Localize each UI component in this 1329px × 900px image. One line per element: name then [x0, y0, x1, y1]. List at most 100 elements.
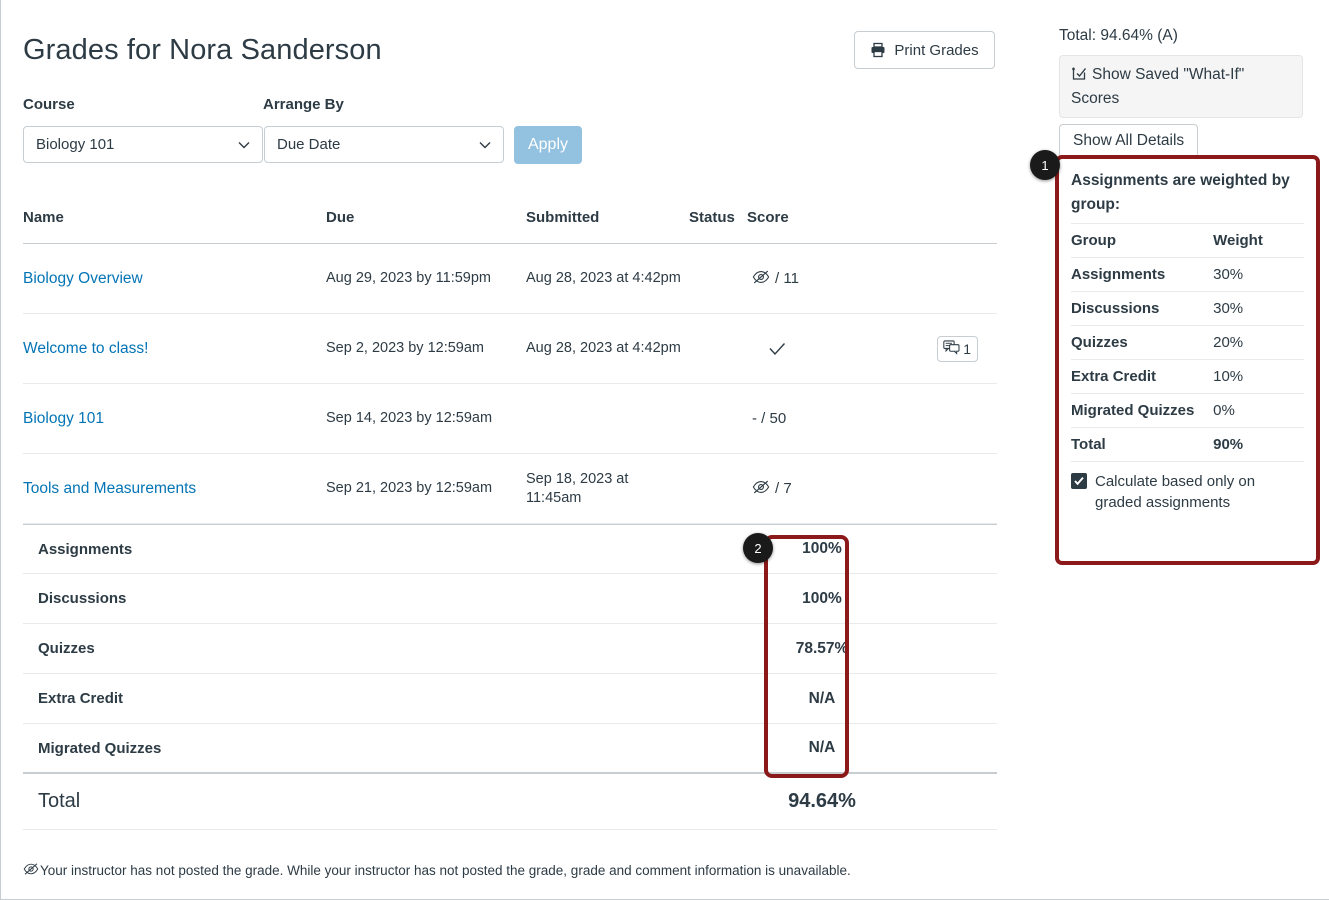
annotation-badge-1: 1	[1030, 150, 1060, 180]
group-name: Assignments	[38, 540, 133, 558]
graded-only-checkbox-row: Calculate based only on graded assignmen…	[1071, 461, 1304, 513]
chevron-down-icon	[236, 137, 252, 153]
show-what-if-scores-label: Show Saved "What-If" Scores	[1071, 66, 1245, 107]
arrange-by-select-value: Due Date	[277, 136, 341, 153]
assignment-due: Sep 2, 2023 by 12:59am	[326, 340, 485, 356]
group-score: 78.57%	[795, 639, 849, 657]
hidden-eye-icon	[23, 862, 39, 879]
column-header-score: Score	[747, 209, 789, 226]
footnote-text: Your instructor has not posted the grade…	[40, 863, 851, 878]
assignment-link[interactable]: Biology Overview	[23, 269, 143, 287]
hidden-eye-icon	[752, 479, 770, 499]
table-header-row: Name Due Submitted Status Score	[23, 206, 997, 244]
column-header-status: Status	[689, 209, 735, 226]
print-grades-label: Print Grades	[894, 41, 979, 59]
weights-row: Discussions 30%	[1071, 291, 1304, 326]
table-row: Tools and Measurements Sep 21, 2023 by 1…	[23, 454, 997, 524]
assignment-link[interactable]: Welcome to class!	[23, 339, 149, 357]
graded-only-checkbox-label: Calculate based only on graded assignmen…	[1095, 473, 1256, 511]
group-name: Discussions	[38, 590, 127, 607]
weights-row: Extra Credit 10%	[1071, 359, 1304, 394]
group-row: Quizzes 78.57%	[23, 624, 997, 674]
table-row: Biology 101 Sep 14, 2023 by 12:59am - / …	[23, 384, 997, 454]
apply-button[interactable]: Apply	[514, 126, 582, 164]
comment-icon	[943, 339, 960, 358]
page-title: Grades for Nora Sanderson	[23, 34, 382, 66]
weights-group-name: Extra Credit	[1071, 359, 1214, 394]
assignment-score: / 11	[775, 270, 799, 287]
weights-group-name: Discussions	[1071, 291, 1214, 326]
assignment-score: / 7	[775, 480, 792, 497]
group-name: Migrated Quizzes	[38, 739, 162, 757]
assignment-due: Sep 14, 2023 by 12:59am	[326, 410, 493, 426]
assignment-submitted: Aug 28, 2023 at 4:42pm	[526, 340, 681, 356]
assignment-due: Aug 29, 2023 by 11:59pm	[326, 270, 491, 286]
column-header-submitted: Submitted	[526, 209, 600, 226]
assignment-score: - / 50	[752, 410, 787, 427]
show-what-if-scores-button[interactable]: Show Saved "What-If" Scores	[1059, 55, 1303, 118]
course-label: Course	[23, 96, 75, 113]
grades-table: Name Due Submitted Status Score Biology …	[23, 206, 997, 830]
weights-group-name: Assignments	[1071, 257, 1214, 292]
assignment-due: Sep 21, 2023 by 12:59am	[326, 480, 493, 496]
weights-group-value: 30%	[1213, 291, 1304, 326]
weights-header-row: Group Weight	[1071, 223, 1304, 258]
assignment-submitted: Sep 18, 2023 at 11:45am	[526, 470, 629, 506]
weights-group-value: 20%	[1213, 325, 1304, 360]
annotation-badge-2: 2	[743, 533, 773, 563]
graded-only-checkbox[interactable]	[1071, 473, 1087, 489]
table-row: Welcome to class! Sep 2, 2023 by 12:59am…	[23, 314, 997, 384]
course-select[interactable]: Biology 101	[23, 126, 263, 163]
show-all-details-button[interactable]: Show All Details	[1059, 124, 1199, 158]
arrange-by-label: Arrange By	[263, 96, 344, 113]
weights-group-name: Migrated Quizzes	[1071, 393, 1214, 428]
group-score: 100%	[802, 589, 842, 607]
weights-table: Group Weight Assignments 30% Discussions…	[1071, 223, 1304, 461]
weights-group-value: 30%	[1213, 257, 1304, 292]
weights-total-row: Total 90%	[1071, 427, 1304, 461]
column-header-extra	[897, 206, 997, 209]
comment-count-badge[interactable]: 1	[937, 335, 978, 362]
column-header-name: Name	[23, 209, 64, 226]
print-grades-button[interactable]: Print Grades	[854, 31, 995, 69]
group-name: Extra Credit	[38, 690, 124, 707]
chevron-down-icon	[477, 137, 493, 153]
weights-col-group: Group	[1071, 223, 1214, 258]
group-row: Migrated Quizzes N/A	[23, 724, 997, 774]
assignment-link[interactable]: Biology 101	[23, 409, 105, 427]
group-row: Discussions 100%	[23, 574, 997, 624]
weights-group-name: Quizzes	[1071, 325, 1214, 360]
group-row: Extra Credit N/A	[23, 674, 997, 724]
weights-row: Migrated Quizzes 0%	[1071, 393, 1304, 428]
weights-title: Assignments are weighted by group:	[1071, 172, 1290, 213]
assignment-link[interactable]: Tools and Measurements	[23, 479, 197, 497]
weights-group-value: 0%	[1213, 393, 1304, 428]
printer-icon	[870, 42, 886, 58]
group-name: Quizzes	[38, 640, 95, 657]
weights-total-label: Total	[1071, 427, 1214, 461]
total-label: Total	[38, 790, 81, 812]
sidebar-total: Total: 94.64% (A)	[1059, 27, 1178, 44]
table-row: Biology Overview Aug 29, 2023 by 11:59pm…	[23, 244, 997, 314]
comment-count: 1	[963, 340, 971, 357]
sidebar: Total: 94.64% (A) Show Saved "What-If" S…	[1051, 0, 1329, 899]
arrange-by-select[interactable]: Due Date	[264, 126, 504, 163]
weights-group-value: 10%	[1213, 359, 1304, 394]
hidden-eye-icon	[752, 269, 770, 289]
weights-total-value: 90%	[1213, 427, 1304, 461]
check-icon	[747, 340, 897, 358]
weights-row: Assignments 30%	[1071, 257, 1304, 292]
assignment-submitted: Aug 28, 2023 at 4:42pm	[526, 270, 681, 286]
main-content: Grades for Nora Sanderson Print Grades C…	[23, 0, 1023, 899]
total-score: 94.64%	[788, 790, 856, 812]
group-score: N/A	[808, 739, 836, 756]
weights-col-weight: Weight	[1213, 223, 1304, 258]
assignment-weights-panel: Assignments are weighted by group: Group…	[1055, 155, 1320, 565]
footnote: Your instructor has not posted the grade…	[23, 862, 851, 879]
group-row: Assignments 100%	[23, 524, 997, 574]
weights-row: Quizzes 20%	[1071, 325, 1304, 360]
group-score: 100%	[802, 540, 842, 557]
total-row: Total 94.64%	[23, 774, 997, 830]
course-select-value: Biology 101	[36, 136, 115, 153]
